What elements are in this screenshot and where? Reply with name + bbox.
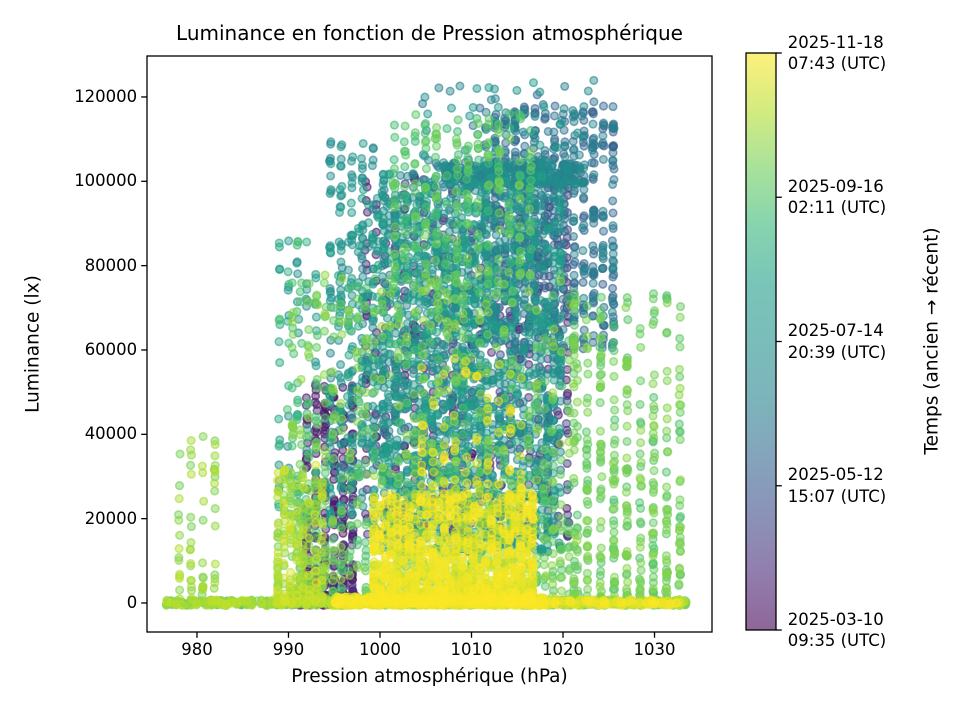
- colorbar-tick-label: 2025-11-18 07:43 (UTC): [787, 32, 887, 74]
- y-tick-label: 40000: [84, 424, 138, 444]
- colorbar-axis-label: Temps (ancien → récent): [921, 227, 943, 455]
- y-tick-label: 80000: [84, 255, 138, 275]
- scatter-points-layer: [161, 75, 691, 611]
- y-axis-label: Luminance (lx): [22, 275, 44, 413]
- colorbar-tick-label: 2025-03-10 09:35 (UTC): [787, 609, 887, 651]
- y-tick-label: 100000: [74, 171, 138, 191]
- colorbar-gradient: [746, 53, 776, 630]
- x-axis-label: Pression atmosphérique (hPa): [291, 666, 568, 687]
- x-tick-label: 1020: [542, 640, 585, 659]
- colorbar-tick-label: 2025-07-14 20:39 (UTC): [787, 321, 887, 362]
- x-tick-label: 1010: [450, 640, 493, 659]
- x-tick-label: 980: [181, 640, 213, 659]
- axes-spines: [146, 55, 713, 633]
- colorbar-tick-label: 2025-05-12 15:07 (UTC): [787, 465, 887, 506]
- colorbar-tick-label: 2025-09-16 02:11 (UTC): [787, 176, 887, 218]
- x-axis-ticks: [196, 632, 656, 638]
- chart-title: Luminance en fonction de Pression atmosp…: [176, 21, 683, 45]
- y-axis-ticks: [141, 96, 147, 604]
- y-tick-label: 20000: [84, 508, 138, 528]
- y-tick-label: 60000: [84, 339, 138, 359]
- x-tick-label: 990: [272, 640, 305, 659]
- y-tick-label: 120000: [74, 86, 138, 106]
- x-tick-label: 1000: [358, 640, 401, 659]
- y-tick-label: 0: [126, 592, 138, 612]
- colorbar-ticks: [776, 52, 782, 631]
- x-tick-label: 1030: [633, 640, 676, 659]
